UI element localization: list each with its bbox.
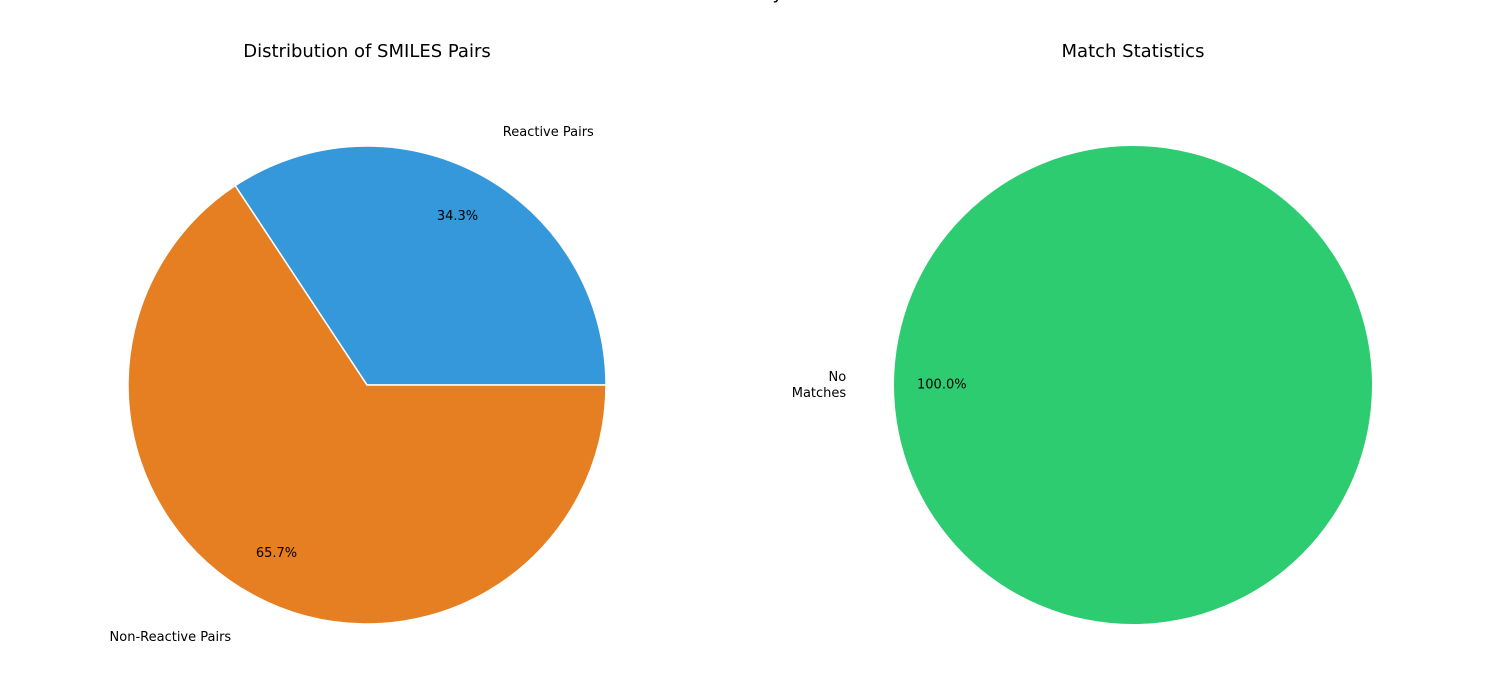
- chart-title: Distribution of SMILES Pairs: [243, 41, 490, 62]
- pie-wedge: [127, 184, 607, 625]
- pie-label: Non-Reactive Pairs: [110, 630, 232, 645]
- chart-title: Match Statistics: [1062, 41, 1205, 62]
- figure-title: SMILES Pair Analysis Results: [623, 0, 878, 4]
- pie-label: No Matches: [792, 370, 847, 401]
- pie-wedge: [894, 146, 1372, 624]
- value-label: 100.0%: [917, 378, 967, 393]
- value-label: 65.7%: [256, 546, 297, 561]
- value-label: 34.3%: [437, 209, 478, 224]
- pie-label: Reactive Pairs: [503, 125, 594, 140]
